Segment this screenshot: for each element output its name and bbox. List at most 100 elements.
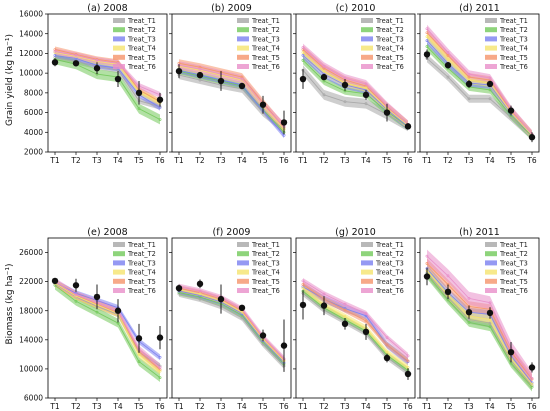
- legend-swatch: [361, 36, 373, 42]
- legend-label: Treat_T6: [499, 63, 528, 71]
- panel-frame: [171, 237, 292, 399]
- line-treat_t4: [426, 36, 533, 136]
- y-tick-label: 6000: [24, 394, 43, 403]
- y-tick-label: 6000: [24, 108, 43, 117]
- observed-point: [362, 91, 370, 99]
- legend-swatch: [485, 269, 497, 275]
- x-tick-label: T1: [297, 156, 308, 165]
- point-treat_t6: [322, 292, 326, 296]
- panel-title: (h) 2011: [459, 227, 500, 238]
- y-tick-label: 14000: [19, 29, 43, 38]
- legend-swatch: [113, 36, 125, 42]
- plot-area: [177, 283, 286, 369]
- legend-label: Treat_T4: [127, 45, 156, 53]
- y-tick-label: 16000: [19, 10, 43, 19]
- y-axis-label-grain-yield: Grain yield (kg ha⁻¹): [5, 34, 15, 126]
- x-tick-label: T3: [215, 402, 226, 411]
- point-treat_t3: [425, 39, 429, 43]
- x-tick-label: T2: [194, 402, 205, 411]
- legend-swatch: [113, 278, 125, 284]
- band-treat_t6: [427, 249, 532, 385]
- observed-point: [196, 71, 204, 79]
- line-treat_t5: [426, 263, 533, 380]
- line-treat_t3: [54, 282, 161, 358]
- legend-swatch: [361, 242, 373, 247]
- legend-label: Treat_T3: [499, 35, 528, 43]
- line-treat_t4: [302, 287, 409, 368]
- legend-label: Treat_T2: [251, 26, 280, 34]
- legend-swatch: [361, 288, 373, 293]
- legend-swatch: [113, 251, 125, 257]
- legend-label: Treat_T6: [127, 287, 156, 295]
- line-treat_t2: [178, 292, 285, 365]
- observed-point: [114, 307, 122, 314]
- legend-swatch: [361, 278, 373, 284]
- legend-label: Treat_T5: [499, 54, 528, 62]
- point-treat_t2: [158, 376, 162, 380]
- legend-swatch: [361, 64, 373, 69]
- point-treat_t6: [301, 279, 305, 283]
- panel-1: (a) 2008 T1 T2 T3 T4 T5 T6 2000 4000 6000 8000 1000…: [19, 3, 168, 165]
- point-treat_t6: [240, 77, 244, 81]
- point-treat_t4: [530, 382, 534, 386]
- point-treat_t4: [158, 369, 162, 373]
- y-tick-label: 2000: [24, 148, 43, 157]
- line-treat_t5: [302, 284, 409, 362]
- y-tick-label: 26000: [19, 248, 43, 257]
- panel-frame: [419, 13, 540, 153]
- legend-label: Treat_T2: [127, 26, 156, 34]
- line-treat_t5: [302, 49, 409, 125]
- legend-label: Treat_T4: [251, 45, 280, 53]
- line-treat_t6: [54, 51, 161, 96]
- legend-label: Treat_T1: [127, 17, 156, 25]
- observed-point: [320, 302, 328, 309]
- y-tick-label: 18000: [19, 306, 43, 315]
- x-tick-label: T4: [360, 402, 371, 411]
- panel-title: (d) 2011: [459, 3, 500, 14]
- x-tick-label: T2: [194, 156, 205, 165]
- point-treat_t6: [406, 354, 410, 358]
- band-treat_t1: [427, 54, 532, 141]
- point-treat_t6: [488, 76, 492, 80]
- point-treat_t1: [467, 97, 471, 101]
- x-tick-label: T3: [339, 402, 350, 411]
- x-tick-label: T6: [278, 156, 289, 165]
- legend-swatch: [237, 45, 249, 51]
- legend-swatch: [237, 269, 249, 275]
- x-tick-label: T6: [402, 402, 413, 411]
- observed-point: [383, 109, 391, 116]
- x-tick-label: T3: [91, 156, 102, 165]
- legend-label: Treat_T3: [251, 259, 280, 267]
- legend-label: Treat_T3: [499, 259, 528, 267]
- point-treat_t2: [530, 385, 534, 389]
- line-treat_t6: [302, 280, 409, 357]
- legend-label: Treat_T5: [251, 278, 280, 286]
- line-treat_t6: [178, 286, 285, 360]
- observed-point: [465, 308, 473, 316]
- line-treat_t6: [54, 281, 161, 368]
- point-treat_t6: [95, 58, 99, 62]
- observed-point: [507, 348, 515, 356]
- y-tick-label: 4000: [24, 128, 43, 137]
- line-treat_t6: [302, 47, 409, 125]
- observed-point: [217, 77, 225, 85]
- line-treat_t4: [54, 282, 161, 372]
- legend-label: Treat_T2: [499, 250, 528, 258]
- band-treat_t4: [303, 48, 408, 130]
- point-treat_t6: [530, 376, 534, 380]
- observed-point: [299, 301, 307, 309]
- point-treat_t6: [74, 293, 78, 297]
- legend-swatch: [113, 269, 125, 275]
- band-treat_t6: [303, 278, 408, 359]
- point-treat_t6: [467, 296, 471, 300]
- observed-point: [299, 75, 307, 83]
- panel-title: (a) 2008: [87, 3, 127, 14]
- observed-point: [444, 62, 452, 69]
- x-tick-label: T3: [463, 156, 474, 165]
- legend-label: Treat_T2: [127, 250, 156, 258]
- line-treat_t2: [54, 58, 161, 120]
